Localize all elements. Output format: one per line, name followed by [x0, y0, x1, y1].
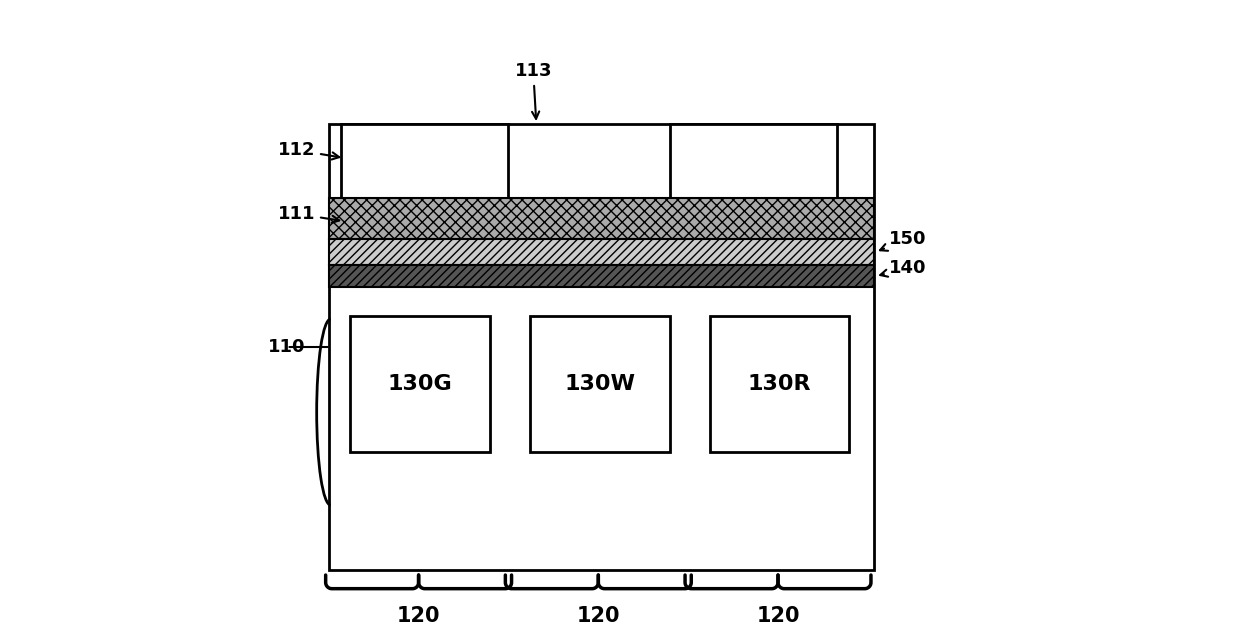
- Text: 130W: 130W: [564, 374, 635, 394]
- Bar: [329, 238, 874, 265]
- Text: 140: 140: [880, 259, 926, 277]
- Text: 130R: 130R: [748, 374, 811, 394]
- Text: 120: 120: [397, 606, 440, 626]
- Bar: [341, 124, 508, 198]
- Text: 113: 113: [515, 62, 552, 119]
- Bar: [709, 316, 849, 452]
- Text: 112: 112: [278, 141, 340, 160]
- Text: 110: 110: [268, 338, 305, 356]
- Bar: [329, 198, 874, 238]
- Bar: [329, 265, 874, 287]
- Bar: [329, 124, 874, 570]
- Text: 130G: 130G: [388, 374, 453, 394]
- Text: 150: 150: [880, 230, 926, 251]
- Bar: [351, 316, 490, 452]
- Text: 111: 111: [278, 205, 340, 223]
- Text: 120: 120: [577, 606, 620, 626]
- Text: 120: 120: [756, 606, 800, 626]
- Bar: [670, 124, 837, 198]
- Bar: [531, 316, 670, 452]
